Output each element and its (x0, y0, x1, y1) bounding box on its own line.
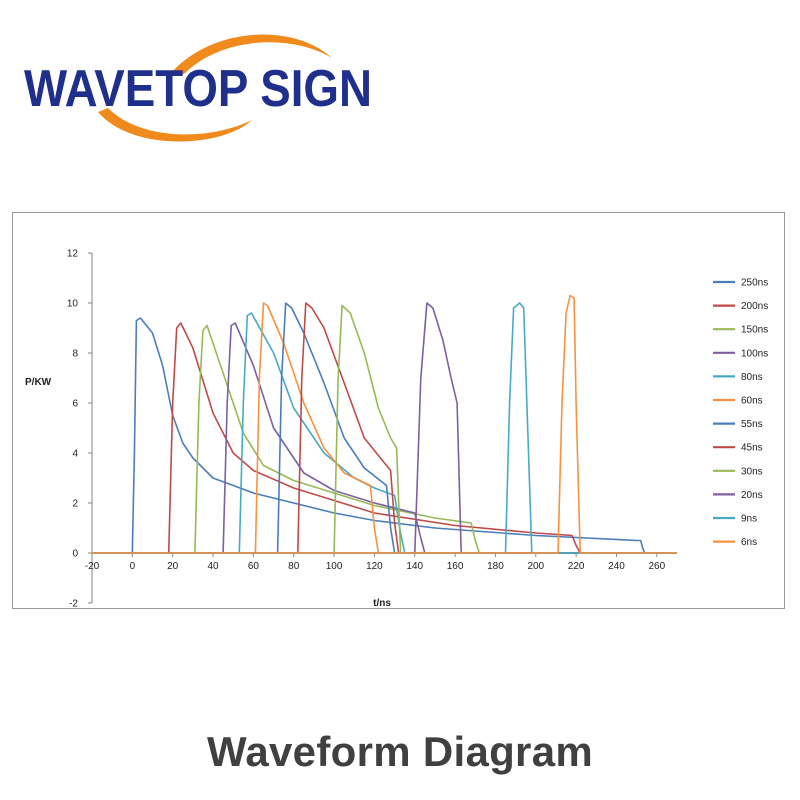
x-tick-label: 100 (326, 561, 343, 572)
x-tick-label: 200 (527, 561, 544, 572)
legend-label-30ns: 30ns (741, 466, 763, 477)
chart-series (92, 294, 677, 554)
y-tick-label: 0 (72, 549, 78, 560)
y-tick-label: 6 (72, 399, 78, 410)
legend-label-6ns: 6ns (741, 537, 757, 548)
x-tick-label: 20 (167, 561, 179, 572)
series-line-45ns (92, 302, 677, 554)
y-tick-label: 10 (67, 299, 79, 310)
series-line-60ns (92, 302, 677, 554)
y-tick-label: -2 (69, 599, 78, 610)
series-line-150ns (92, 324, 677, 554)
x-tick-label: 240 (608, 561, 625, 572)
legend-label-9ns: 9ns (741, 514, 757, 525)
series-line-20ns (92, 302, 677, 554)
x-tick-label: 120 (366, 561, 383, 572)
legend-label-45ns: 45ns (741, 443, 763, 454)
x-tick-label: 180 (487, 561, 504, 572)
x-tick-label: 260 (648, 561, 665, 572)
series-line-6ns (92, 294, 677, 554)
y-axis-label: P/KW (25, 377, 52, 388)
x-tick-label: 160 (447, 561, 464, 572)
x-tick-label: 80 (288, 561, 300, 572)
legend-label-250ns: 250ns (741, 278, 768, 289)
x-tick-label: 40 (207, 561, 219, 572)
chart-legend: 250ns 200ns 150ns 100ns 80ns 60ns 55ns 45ns 30ns… (713, 278, 768, 548)
y-tick-label: 4 (72, 449, 78, 460)
legend-label-60ns: 60ns (741, 396, 763, 407)
y-tick-label: 12 (67, 249, 79, 260)
brand-name: WAVETOP SIGN (24, 60, 372, 118)
x-axis-label: t/ns (373, 598, 391, 609)
x-tick-label: 220 (568, 561, 585, 572)
page-caption: Waveform Diagram (206, 728, 594, 775)
wavetop-sign-logo: WAVETOP SIGN (24, 34, 372, 142)
series-line-9ns (92, 302, 677, 554)
x-tick-label: 60 (248, 561, 260, 572)
legend-label-200ns: 200ns (741, 301, 768, 312)
x-tick-label: 0 (130, 561, 136, 572)
legend-label-80ns: 80ns (741, 372, 763, 383)
series-line-30ns (92, 304, 677, 554)
legend-label-20ns: 20ns (741, 490, 763, 501)
legend-label-100ns: 100ns (741, 348, 768, 359)
logo-top-swoosh-icon (172, 34, 332, 74)
x-tick-label: 140 (406, 561, 423, 572)
y-tick-label: 2 (72, 499, 78, 510)
logo-bottom-swoosh-icon (98, 108, 252, 142)
legend-label-150ns: 150ns (741, 325, 768, 336)
legend-label-55ns: 55ns (741, 419, 763, 430)
series-line-100ns (92, 322, 677, 554)
y-tick-label: 8 (72, 349, 78, 360)
x-tick-label: -20 (85, 561, 100, 572)
series-line-200ns (92, 322, 677, 554)
waveform-chart: -2 0 2 4 6 8 10 12 -20 0 20 40 60 80 100 120 140 160 180 20… (12, 212, 785, 610)
series-line-55ns (92, 302, 677, 554)
series-line-250ns (92, 317, 677, 554)
